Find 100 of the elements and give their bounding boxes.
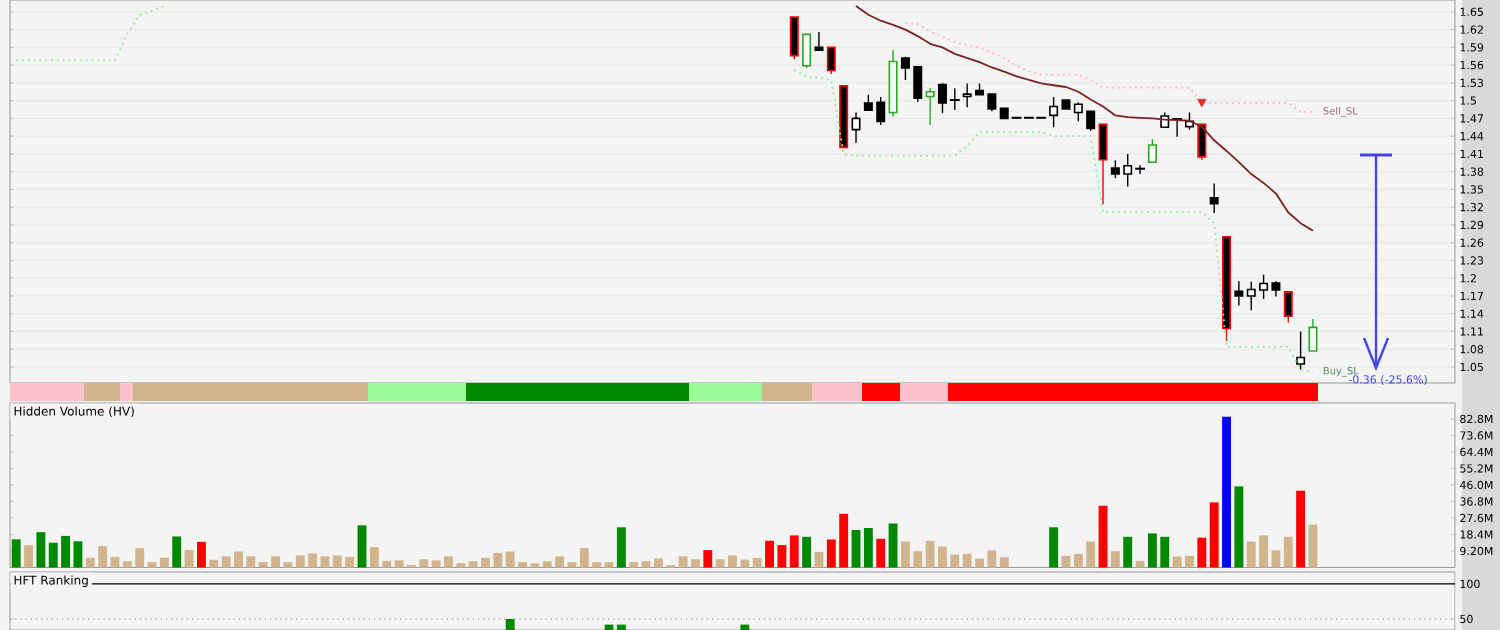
bar [678,556,688,568]
bar [752,557,762,568]
y-tick-label: 100 [1460,579,1480,589]
bar [221,556,231,568]
bar [715,559,725,568]
bar [616,527,626,568]
bar [382,560,392,568]
candlestick [1259,273,1269,300]
bar [493,552,503,568]
bar [468,561,478,568]
bar [802,536,812,568]
candlestick [876,96,886,126]
bar [876,538,886,568]
bar [975,558,984,568]
y-tick-label: 18.4M [1460,530,1493,539]
y-tick-label: 82.8M [1460,414,1493,424]
bar [703,550,713,568]
y-tick-label: 1.62 [1460,25,1483,34]
bar [11,539,21,568]
bar [122,561,132,568]
bar [135,548,145,568]
y-tick-label: 64.4M [1460,447,1493,457]
bar [1123,536,1133,568]
bar [505,551,515,568]
bar [295,555,305,568]
bar [1197,537,1207,568]
bar [1259,535,1269,568]
bar [839,513,849,568]
y-tick-label: 1.17 [1460,291,1483,300]
bar [1185,555,1194,568]
annotation: -0.36 (-25.6%) [1348,375,1427,385]
bar [159,557,169,568]
y-tick-label: 1.53 [1460,78,1484,88]
bar [345,556,355,568]
bar [555,556,565,568]
bar [1135,560,1145,568]
bar [1172,556,1182,568]
candlestick [1049,96,1059,128]
candlestick [1073,101,1083,123]
bar [1234,486,1244,568]
y-tick-label: 1.41 [1460,149,1483,158]
bar [184,550,194,568]
bar [1110,551,1120,568]
y-tick-label: 27.6M [1460,513,1493,523]
bar [419,559,429,568]
y-tick-label: 1.05 [1460,362,1483,372]
bar [61,535,71,568]
candlestick [1147,138,1157,163]
bar [789,535,799,568]
bar [579,548,589,568]
bar [1246,541,1256,568]
bar [1222,416,1231,568]
bar [987,550,997,568]
bar [888,523,898,568]
chart-title: HFT Ranking [14,575,88,588]
candlestick [826,46,836,75]
y-tick-label: 46.0M [1459,480,1493,490]
bar [271,556,280,568]
bar [1283,536,1293,568]
bar [73,541,83,568]
bar [246,556,256,568]
candlestick [1296,330,1306,371]
bar [826,539,836,568]
y-tick-label: 1.47 [1460,114,1483,123]
bar [209,559,219,568]
bar [1271,550,1281,568]
y-tick-label: 1.44 [1460,132,1484,141]
bar [938,546,947,568]
y-tick-label: 1.2 [1460,274,1476,283]
candlestick [814,31,824,52]
bar [24,545,33,568]
bar [431,560,441,568]
y-tick-label: 1.38 [1460,167,1484,176]
bar [999,557,1009,568]
candlestick [925,87,935,126]
y-tick-label: 36.8M [1460,497,1493,506]
candlestick [937,82,947,114]
bar [1160,536,1170,568]
y-tick-label: 1.23 [1460,256,1484,265]
bar [728,555,737,568]
bar [1049,527,1059,568]
bar [925,540,935,568]
candlestick [1086,110,1096,132]
y-tick-label: 1.29 [1460,220,1484,230]
y-tick-label: 1.5 [1460,96,1476,105]
series-label: Sell_SL [1323,106,1358,117]
bar [962,553,972,568]
candlestick [1308,318,1318,352]
y-tick-label: 73.6M [1460,431,1493,440]
y-tick-label: 50 [1460,614,1473,624]
bar [1073,553,1083,568]
candlestick [1246,281,1256,311]
bar [98,546,108,568]
bar [1086,541,1096,568]
y-tick-label: 55.2M [1460,464,1493,473]
bar [913,551,923,568]
candlestick [962,82,972,108]
bar [85,557,95,568]
series-label: Buy_SL [1323,366,1359,377]
y-tick-label: 1.65 [1460,7,1483,16]
